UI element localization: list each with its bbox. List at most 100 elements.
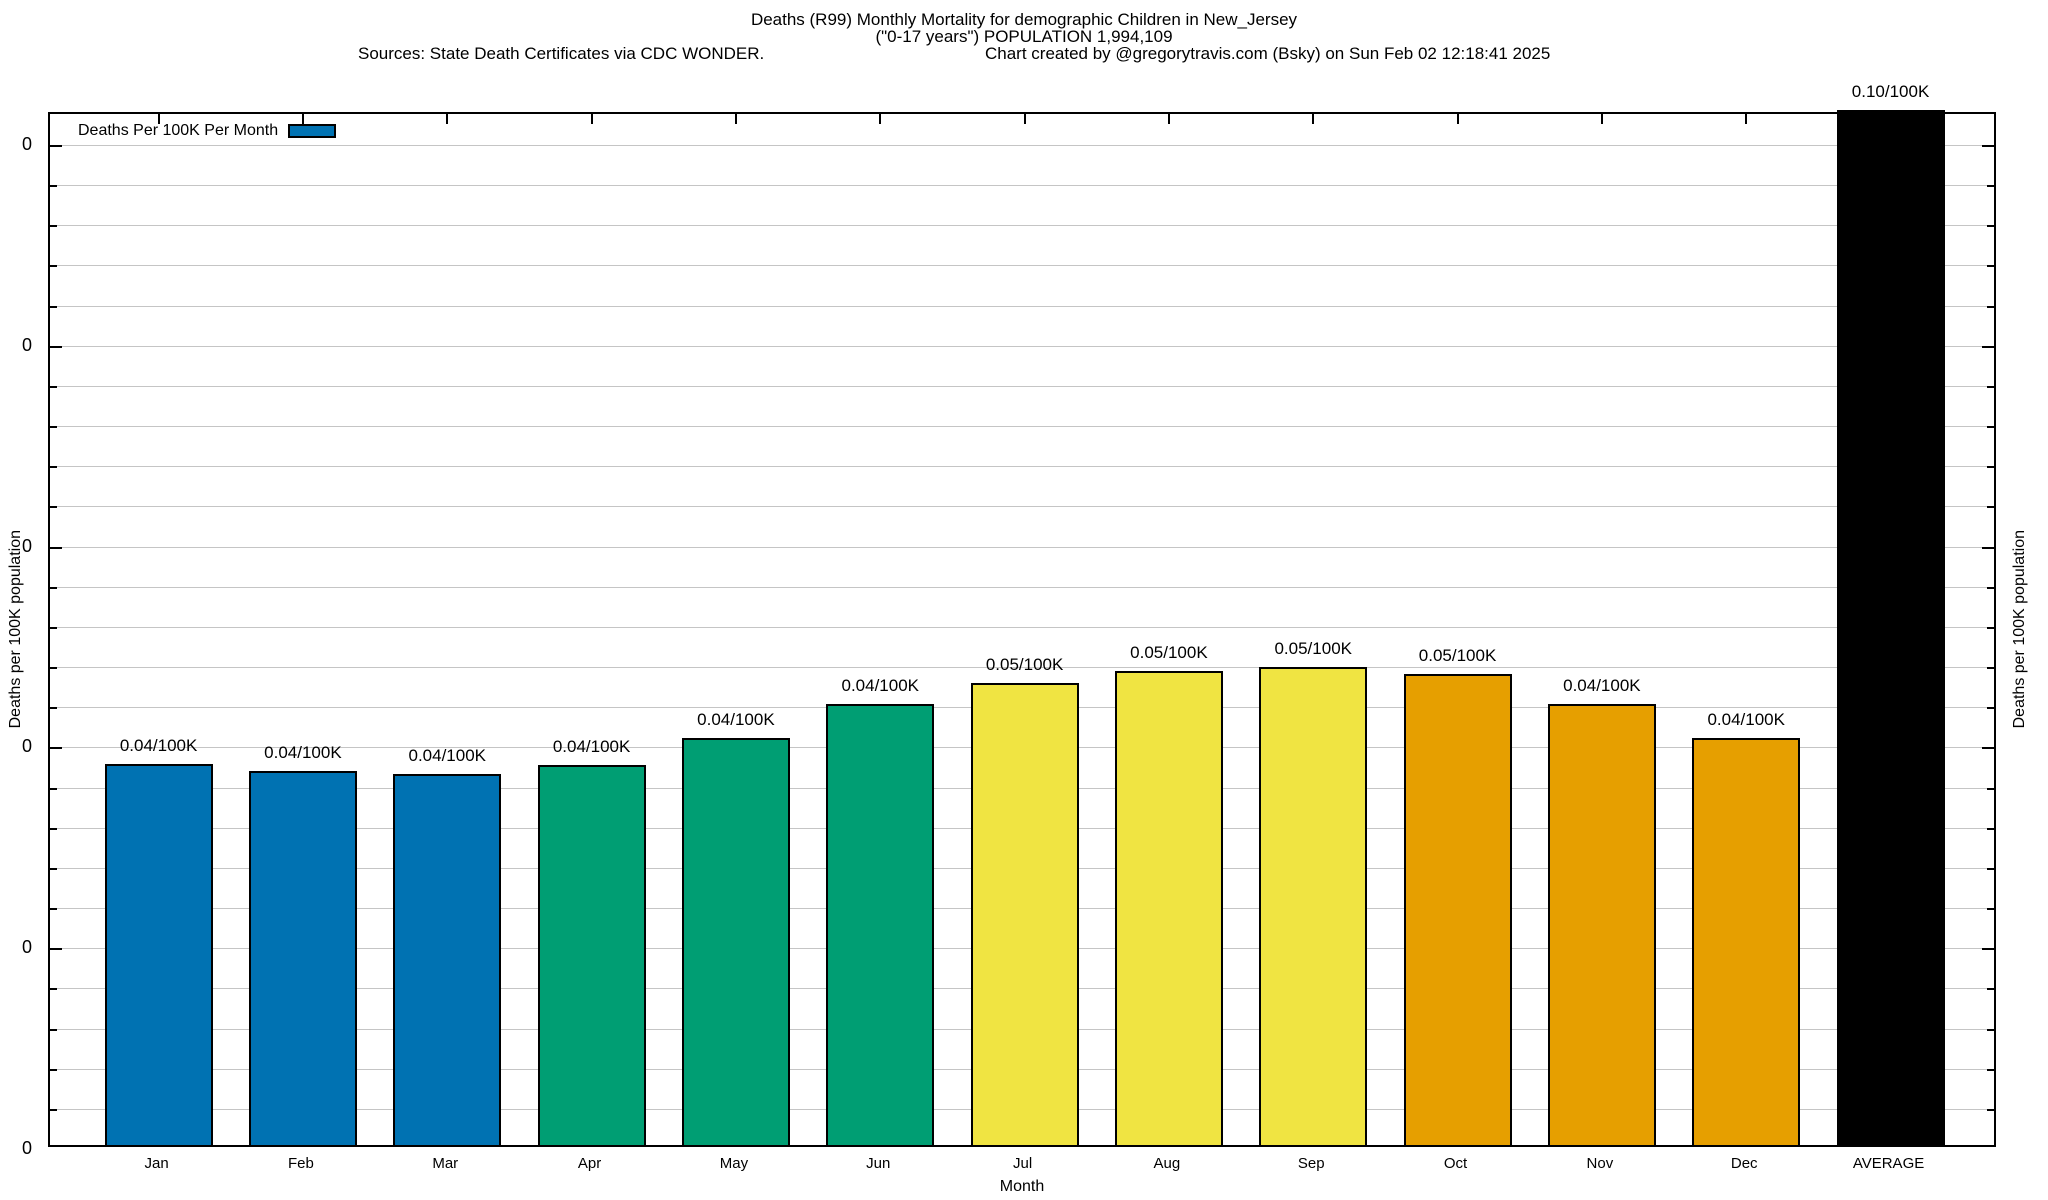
y-minor-tick-left (50, 707, 57, 710)
bar-jan (104, 764, 213, 1145)
x-axis-tick-labels: Jan Feb Mar Apr May Jun Jul Aug Sep Oct Nov Dec AVER… (48, 1155, 1996, 1177)
y-major-tick-left (50, 747, 62, 750)
y-major-tick-left (50, 546, 62, 549)
gridline (50, 385, 1994, 387)
y-axis-tick-labels: 0 0 0 0 0 0 (0, 112, 38, 1158)
y-tick-label: 0 (21, 134, 32, 154)
y-axis-label-right-box: Deaths per 100K population (2006, 112, 2034, 1147)
y-tick-label: 0 (21, 1138, 32, 1158)
bar-value-label-oct: 0.05/100K (1418, 646, 1497, 665)
bar-jun (826, 704, 935, 1145)
y-minor-tick-right (1987, 185, 1994, 188)
gridline (50, 185, 1994, 187)
bar-value-label-feb: 0.04/100K (264, 743, 342, 762)
y-minor-tick-left (50, 185, 57, 188)
y-minor-tick-right (1987, 988, 1994, 991)
bar-value-label-aug: 0.05/100K (1130, 643, 1208, 662)
y-minor-tick-right (1987, 586, 1994, 589)
gridline (50, 466, 1994, 468)
y-minor-tick-left (50, 586, 57, 589)
y-minor-tick-left (50, 1108, 57, 1111)
y-minor-tick-right (1987, 867, 1994, 870)
y-minor-tick-left (50, 787, 57, 790)
x-top-tick-may (734, 114, 737, 124)
y-minor-tick-right (1987, 305, 1994, 308)
y-tick-label: 0 (21, 334, 32, 355)
y-minor-tick-left (50, 626, 57, 629)
y-minor-tick-left (50, 385, 57, 388)
legend-label: Deaths Per 100K Per Month (78, 122, 279, 139)
x-tick-label-jan: Jan (144, 1155, 169, 1172)
plot-area: Deaths Per 100K Per Month 0.04/100K 0.04/… (48, 82, 1996, 1147)
y-minor-tick-right (1987, 827, 1994, 830)
y-minor-tick-left (50, 426, 57, 429)
bar-value-label-dec: 0.04/100K (1707, 710, 1785, 729)
x-top-tick-jan (157, 114, 160, 124)
legend: Deaths Per 100K Per Month (78, 122, 337, 140)
y-major-tick-right (1982, 345, 1994, 348)
bar-sep (1259, 667, 1368, 1145)
y-minor-tick-right (1987, 908, 1994, 911)
y-major-tick-right (1982, 546, 1994, 549)
gridline (50, 626, 1994, 628)
bar-value-label-apr: 0.04/100K (552, 737, 631, 756)
bar-value-label-mar: 0.04/100K (408, 746, 486, 765)
y-minor-tick-left (50, 506, 57, 509)
y-minor-tick-right (1987, 506, 1994, 509)
x-top-tick-sep (1312, 114, 1315, 124)
gridline (50, 506, 1994, 508)
y-minor-tick-right (1987, 787, 1994, 790)
x-tick-label-feb: Feb (287, 1155, 314, 1172)
y-major-tick-right (1982, 948, 1994, 951)
x-tick-label-average: AVERAGE (1852, 1155, 1925, 1172)
bar-value-label-average: 0.10/100K (1851, 82, 1930, 101)
y-minor-tick-left (50, 265, 57, 268)
bar-apr (537, 765, 646, 1145)
bar-value-label-jul: 0.05/100K (985, 655, 1064, 674)
y-axis-label-right: Deaths per 100K population (2011, 530, 2028, 729)
bar-dec (1692, 738, 1801, 1145)
y-minor-tick-right (1987, 265, 1994, 268)
credit-text: Chart created by @gregorytravis.com (Bsk… (985, 44, 1551, 63)
y-minor-tick-right (1987, 385, 1994, 388)
bar-aug (1114, 671, 1223, 1145)
bar-mar (393, 774, 502, 1145)
x-tick-label-dec: Dec (1730, 1155, 1758, 1172)
x-top-tick-dec (1745, 114, 1748, 124)
y-minor-tick-right (1987, 1068, 1994, 1071)
x-top-tick-feb (301, 114, 304, 124)
y-minor-tick-left (50, 305, 57, 308)
chart-title-line2: ("0-17 years") POPULATION 1,994,109 (875, 27, 1173, 46)
x-tick-label-may: May (719, 1155, 749, 1172)
y-tick-label: 0 (21, 937, 32, 958)
x-tick-label-nov: Nov (1586, 1155, 1614, 1172)
x-top-tick-oct (1456, 114, 1459, 124)
y-minor-tick-left (50, 827, 57, 830)
x-tick-label-jul: Jul (1012, 1155, 1033, 1172)
gridline (50, 426, 1994, 428)
y-minor-tick-left (50, 1068, 57, 1071)
y-tick-label: 0 (21, 736, 32, 757)
legend-swatch (288, 124, 337, 138)
y-minor-tick-left (50, 867, 57, 870)
y-major-tick-right (1982, 747, 1994, 750)
bar-value-label-jun: 0.04/100K (841, 676, 919, 695)
y-axis-label-left-box: Deaths per 100K population (2, 112, 30, 1147)
y-minor-tick-right (1987, 707, 1994, 710)
x-top-tick-apr (590, 114, 593, 124)
bar-jul (970, 683, 1079, 1145)
gridline (50, 345, 1994, 347)
x-axis-title: Month (999, 1178, 1045, 1195)
y-minor-tick-left (50, 667, 57, 670)
y-axis-label-left: Deaths per 100K population (7, 530, 24, 729)
y-major-tick-left (50, 1145, 62, 1147)
gridline (50, 586, 1994, 588)
y-minor-tick-left (50, 466, 57, 469)
y-major-tick-right (1982, 1145, 1994, 1147)
gridline (50, 265, 1994, 267)
bar-oct (1403, 674, 1512, 1145)
x-tick-label-mar: Mar (432, 1155, 459, 1172)
y-minor-tick-left (50, 988, 57, 991)
sources-text: Sources: State Death Certificates via CD… (358, 44, 765, 63)
gridline (50, 145, 1994, 146)
